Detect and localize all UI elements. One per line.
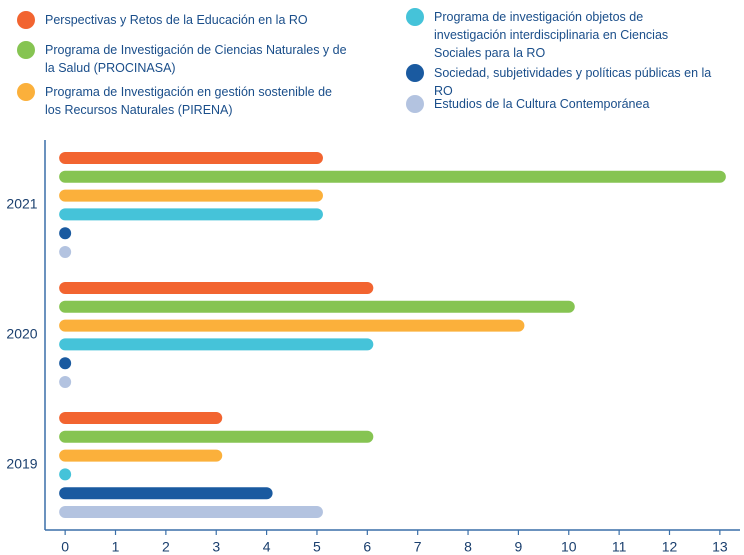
legend-item: Estudios de la Cultura Contemporánea <box>406 95 716 113</box>
legend-swatch <box>406 95 424 113</box>
x-tick-label: 7 <box>414 539 422 555</box>
x-tick-label: 9 <box>515 539 523 555</box>
legend-item: Perspectivas y Retos de la Educación en … <box>17 11 337 29</box>
y-tick-label: 2021 <box>6 196 37 212</box>
x-tick-label: 3 <box>212 539 220 555</box>
legend-item: Sociedad, subjetividades y políticas púb… <box>406 64 716 100</box>
legend-item: Programa de Investigación de Ciencias Na… <box>17 41 347 77</box>
y-tick-label: 2020 <box>6 326 37 342</box>
legend-label: Programa de investigación objetos de inv… <box>434 10 669 60</box>
x-tick-label: 10 <box>561 539 577 555</box>
x-tick-label: 12 <box>662 539 678 555</box>
x-tick-label: 11 <box>612 539 627 555</box>
legend-swatch <box>406 8 424 26</box>
x-tick-label: 1 <box>112 539 120 555</box>
legend-label: Sociedad, subjetividades y políticas púb… <box>434 66 712 98</box>
legend-swatch <box>17 11 35 29</box>
legend-label: Estudios de la Cultura Contemporánea <box>434 97 650 111</box>
x-tick-label: 2 <box>162 539 170 555</box>
y-tick-label: 2019 <box>6 456 37 472</box>
legend-label: Programa de Investigación en gestión sos… <box>45 85 332 117</box>
x-tick-label: 0 <box>61 539 69 555</box>
legend-swatch <box>406 64 424 82</box>
legend-label: Programa de Investigación de Ciencias Na… <box>45 43 347 75</box>
legend-swatch <box>17 41 35 59</box>
x-tick-label: 4 <box>263 539 271 555</box>
x-tick-label: 6 <box>363 539 371 555</box>
x-tick-label: 5 <box>313 539 321 555</box>
x-tick-label: 8 <box>464 539 472 555</box>
legend-label: Perspectivas y Retos de la Educación en … <box>45 13 308 27</box>
legend-item: Programa de investigación objetos de inv… <box>406 8 706 62</box>
legend-item: Programa de Investigación en gestión sos… <box>17 83 347 119</box>
legend-swatch <box>17 83 35 101</box>
x-tick-label: 13 <box>712 539 728 555</box>
